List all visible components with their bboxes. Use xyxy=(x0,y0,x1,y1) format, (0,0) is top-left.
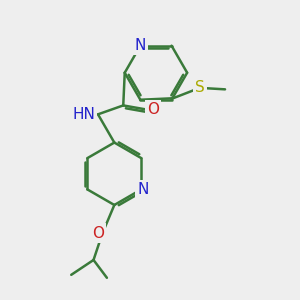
Text: N: N xyxy=(137,182,148,197)
Text: N: N xyxy=(135,38,146,53)
Text: S: S xyxy=(195,80,205,95)
Text: O: O xyxy=(147,102,159,117)
Text: HN: HN xyxy=(72,107,95,122)
Text: O: O xyxy=(92,226,104,241)
